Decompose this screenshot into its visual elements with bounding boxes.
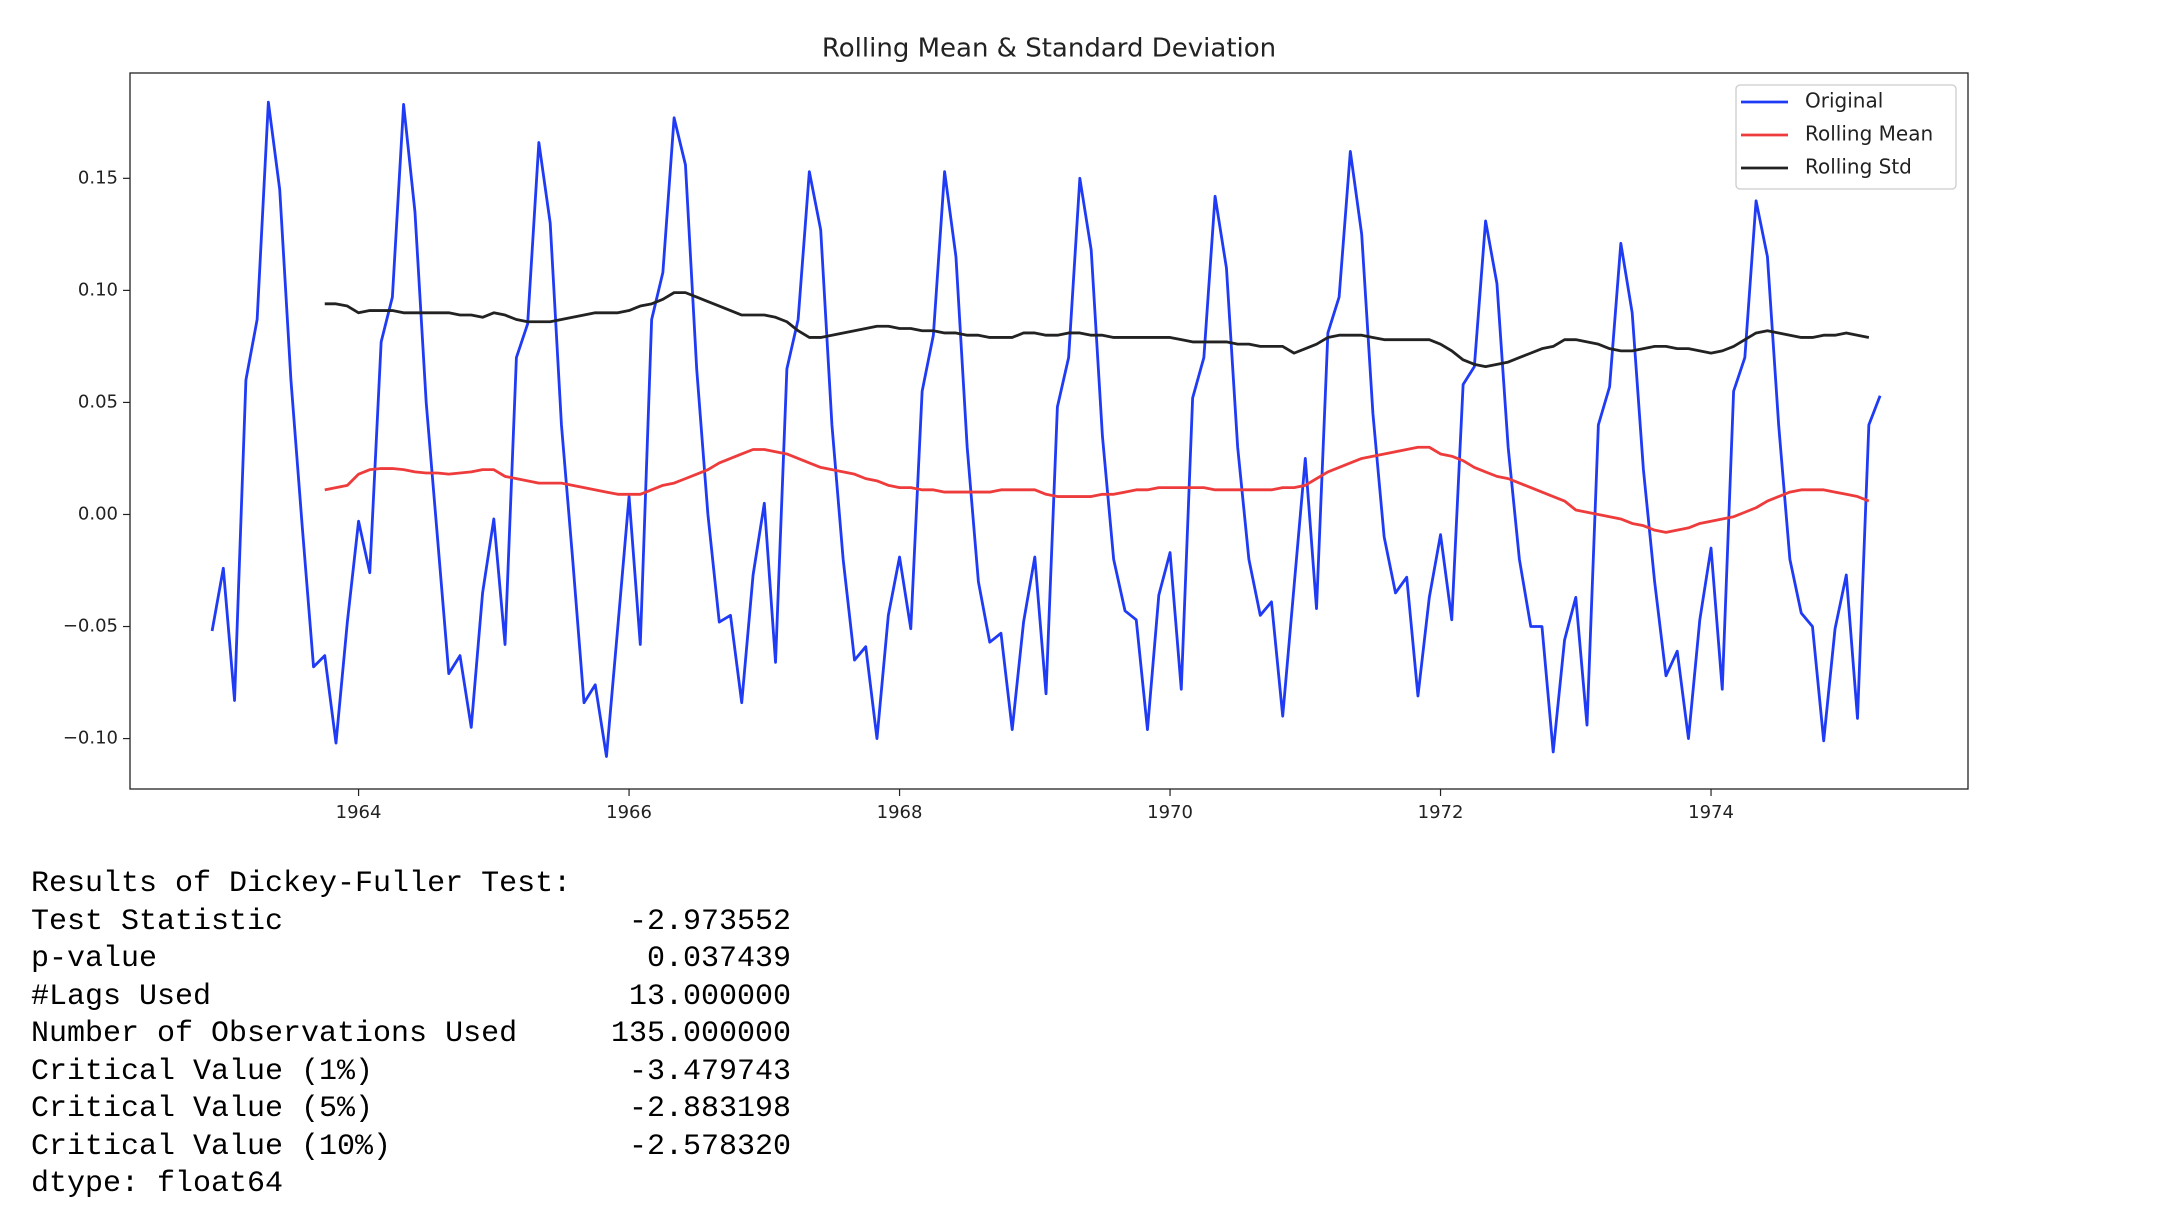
chart-title: Rolling Mean & Standard Deviation [822, 34, 1276, 64]
legend-box [1735, 84, 1957, 190]
series-line [324, 445, 1870, 534]
row-label: Test Statistic [31, 904, 284, 939]
output-row: Critical Value (10%) -2.578320 [31, 1129, 791, 1167]
row-label: Critical Value (10%) [31, 1129, 392, 1164]
row-label: p-value [31, 942, 158, 976]
x-tick-label: 1964 [336, 802, 382, 823]
row-label: Critical Value (1%) [31, 1054, 374, 1089]
x-tick-label: 1972 [1418, 802, 1464, 823]
legend-label: Original [1805, 89, 1883, 113]
y-tick-label: 0.00 [78, 503, 118, 524]
output-heading: Results of Dickey-Fuller Test: [31, 867, 572, 901]
row-label: Number of Observations Used [31, 1017, 518, 1051]
chart: Rolling Mean & Standard Deviation −0.10 −… [63, 34, 1969, 823]
row-value: 13.000000 [628, 979, 791, 1014]
output-row: Critical Value (5%) -2.883198 [31, 1091, 791, 1129]
series-line [210, 100, 1882, 758]
row-value: -2.973552 [628, 904, 791, 939]
test-output: Results of Dickey-Fuller Test: Test Stat… [31, 866, 791, 1204]
row-value: -2.578320 [628, 1129, 791, 1164]
x-tick-label: 1968 [877, 802, 923, 823]
row-value: -2.883198 [628, 1092, 791, 1126]
x-tick-label: 1974 [1688, 802, 1734, 823]
y-tick-label: −0.05 [63, 616, 118, 637]
output-row: #Lags Used 13.000000 [31, 979, 791, 1017]
plot-frame [129, 72, 1969, 790]
y-tick-label: 0.10 [78, 279, 118, 300]
legend-label: Rolling Mean [1805, 122, 1933, 146]
y-tick-label: −0.10 [63, 728, 118, 749]
row-value: -3.479743 [628, 1054, 791, 1089]
x-tick-label: 1970 [1147, 802, 1193, 823]
output-row: p-value 0.037439 [31, 941, 791, 979]
series-line [324, 291, 1870, 368]
y-tick-label: 0.05 [78, 391, 118, 412]
output-row: Critical Value (1%) -3.479743 [31, 1054, 791, 1092]
output-row: Test Statistic -2.973552 [31, 904, 791, 942]
output-dtype: dtype: float64 [31, 1167, 284, 1201]
row-value: 0.037439 [646, 942, 791, 976]
y-tick-label: 0.15 [78, 167, 118, 188]
row-label: #Lags Used [31, 979, 212, 1014]
legend: Original Rolling Mean Rolling Std [1735, 84, 1957, 190]
output-row: Number of Observations Used 135.000000 [31, 1016, 791, 1054]
legend-label: Rolling Std [1805, 155, 1912, 179]
row-label: Critical Value (5%) [31, 1092, 374, 1126]
x-tick-label: 1966 [606, 802, 652, 823]
row-value: 135.000000 [610, 1017, 791, 1051]
